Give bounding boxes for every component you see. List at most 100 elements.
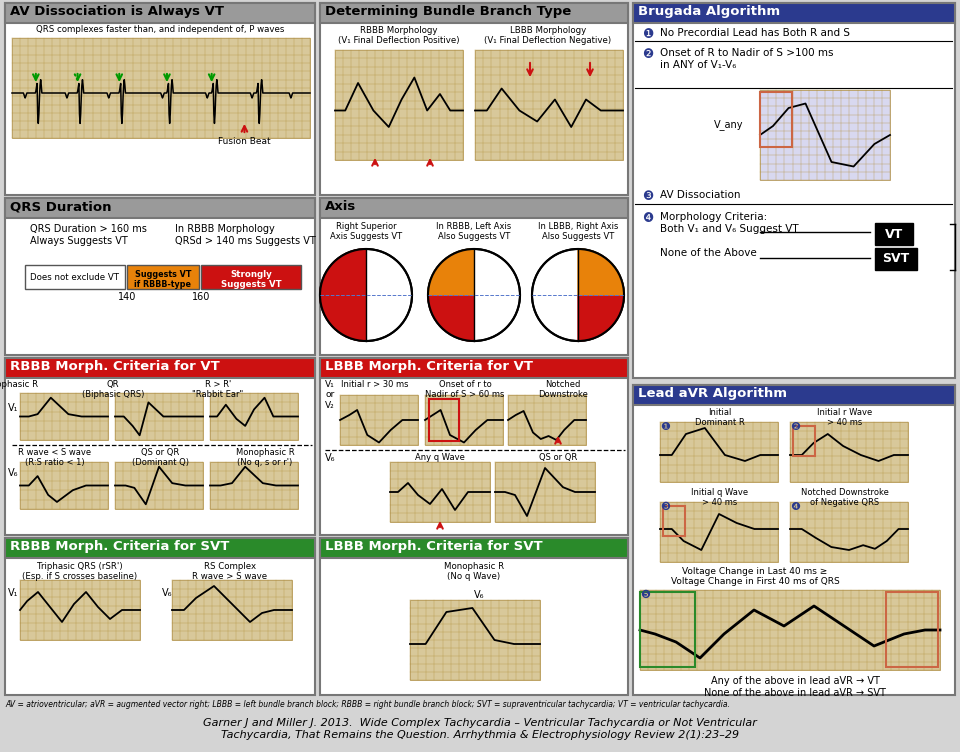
Bar bbox=[886, 592, 938, 667]
Text: Voltage Change in Last 40 ms ≥
Voltage Change in First 40 ms of QRS: Voltage Change in Last 40 ms ≥ Voltage C… bbox=[671, 567, 839, 587]
Bar bbox=[633, 385, 955, 695]
Text: Any of the above in lead aVR → VT
None of the above in lead aVR → SVT: Any of the above in lead aVR → VT None o… bbox=[704, 676, 886, 698]
Bar bbox=[633, 3, 955, 378]
Wedge shape bbox=[428, 249, 474, 295]
Text: In LBBB, Right Axis
Also Suggests VT: In LBBB, Right Axis Also Suggests VT bbox=[538, 222, 618, 241]
Text: LBBB Morph. Criteria for VT: LBBB Morph. Criteria for VT bbox=[325, 360, 533, 373]
Text: Strongly
Suggests VT: Strongly Suggests VT bbox=[221, 270, 281, 290]
Bar bbox=[172, 580, 292, 640]
Text: Fusion Beat: Fusion Beat bbox=[218, 137, 271, 146]
Text: Notched Downstroke
of Negative QRS: Notched Downstroke of Negative QRS bbox=[801, 488, 889, 508]
Bar bbox=[320, 3, 628, 23]
Bar bbox=[875, 248, 917, 270]
Bar bbox=[633, 3, 955, 23]
Text: Initial
Dominant R: Initial Dominant R bbox=[695, 408, 745, 427]
Text: V₁: V₁ bbox=[8, 588, 18, 598]
Text: Initial q Wave
> 40 ms: Initial q Wave > 40 ms bbox=[691, 488, 749, 508]
Wedge shape bbox=[320, 249, 366, 341]
Text: No Precordial Lead has Both R and S: No Precordial Lead has Both R and S bbox=[660, 28, 850, 38]
Bar bbox=[320, 198, 628, 218]
Bar bbox=[508, 395, 586, 445]
Bar bbox=[875, 223, 913, 245]
Text: V₆: V₆ bbox=[325, 453, 335, 463]
Text: QRS Duration: QRS Duration bbox=[10, 200, 111, 213]
Bar bbox=[410, 600, 540, 680]
Circle shape bbox=[532, 249, 624, 341]
Text: RBBB Morphology
(V₁ Final Deflection Positive): RBBB Morphology (V₁ Final Deflection Pos… bbox=[338, 26, 460, 45]
Text: 160: 160 bbox=[192, 292, 210, 302]
Text: QR
(Biphasic QRS): QR (Biphasic QRS) bbox=[82, 380, 144, 399]
Text: AV Dissociation is Always VT: AV Dissociation is Always VT bbox=[10, 5, 224, 18]
Text: ❹: ❹ bbox=[642, 212, 653, 225]
Text: V₁: V₁ bbox=[8, 403, 18, 413]
Bar bbox=[640, 592, 695, 667]
Text: V₁
or
V₂: V₁ or V₂ bbox=[325, 380, 335, 410]
Text: Initial r > 30 ms: Initial r > 30 ms bbox=[341, 380, 409, 389]
Bar bbox=[320, 3, 628, 195]
Bar bbox=[320, 358, 628, 378]
Bar bbox=[320, 538, 628, 695]
Text: Right Superior
Axis Suggests VT: Right Superior Axis Suggests VT bbox=[330, 222, 402, 241]
Text: LBBB Morph. Criteria for SVT: LBBB Morph. Criteria for SVT bbox=[325, 540, 542, 553]
Text: ❸: ❸ bbox=[660, 502, 670, 512]
Text: Morphology Criteria:
Both V₁ and V₆ Suggest VT: Morphology Criteria: Both V₁ and V₆ Sugg… bbox=[660, 212, 799, 234]
Text: LBBB Morphology
(V₁ Final Deflection Negative): LBBB Morphology (V₁ Final Deflection Neg… bbox=[485, 26, 612, 45]
Bar bbox=[20, 393, 108, 440]
Text: 140: 140 bbox=[118, 292, 136, 302]
Text: V₆: V₆ bbox=[162, 588, 173, 598]
Bar bbox=[760, 90, 890, 180]
Text: ❹: ❹ bbox=[790, 502, 800, 512]
Bar bbox=[5, 198, 315, 218]
Bar bbox=[320, 358, 628, 535]
Text: AV = atrioventricular; aVR = augmented vector right; LBBB = left bundle branch b: AV = atrioventricular; aVR = augmented v… bbox=[5, 700, 730, 709]
Text: Determining Bundle Branch Type: Determining Bundle Branch Type bbox=[325, 5, 571, 18]
Bar bbox=[25, 265, 125, 289]
Bar bbox=[340, 395, 418, 445]
Bar bbox=[390, 462, 490, 522]
Text: QRS complexes faster than, and independent of, P waves: QRS complexes faster than, and independe… bbox=[36, 25, 284, 34]
Text: ❺: ❺ bbox=[640, 590, 650, 600]
Bar bbox=[790, 422, 908, 482]
Text: QS or QR: QS or QR bbox=[539, 453, 577, 462]
Bar bbox=[760, 92, 792, 147]
Text: RS Complex
R wave > S wave: RS Complex R wave > S wave bbox=[192, 562, 268, 581]
Text: Monophasic R: Monophasic R bbox=[0, 380, 38, 389]
Bar bbox=[790, 502, 908, 562]
Bar bbox=[20, 462, 108, 509]
Text: ❷: ❷ bbox=[790, 422, 800, 432]
Bar bbox=[335, 50, 463, 160]
Text: Axis: Axis bbox=[325, 200, 356, 213]
Bar bbox=[115, 393, 203, 440]
Text: ❶: ❶ bbox=[660, 422, 670, 432]
Bar bbox=[5, 538, 315, 695]
Wedge shape bbox=[578, 295, 624, 341]
Text: None of the Above: None of the Above bbox=[660, 248, 756, 258]
Bar bbox=[425, 395, 503, 445]
Bar bbox=[5, 198, 315, 355]
Wedge shape bbox=[428, 295, 474, 341]
Bar bbox=[660, 502, 778, 562]
Bar bbox=[475, 50, 623, 160]
Circle shape bbox=[320, 249, 412, 341]
Bar bbox=[210, 462, 298, 509]
Text: Any q Wave: Any q Wave bbox=[415, 453, 465, 462]
Bar bbox=[633, 385, 955, 405]
Text: RBBB Morph. Criteria for SVT: RBBB Morph. Criteria for SVT bbox=[10, 540, 229, 553]
Bar bbox=[5, 3, 315, 195]
Text: Monophasic R
(No q, s or r'): Monophasic R (No q, s or r') bbox=[236, 448, 295, 468]
Text: Onset of r to
Nadir of S > 60 ms: Onset of r to Nadir of S > 60 ms bbox=[425, 380, 505, 399]
Text: Monophasic R
(No q Wave): Monophasic R (No q Wave) bbox=[444, 562, 504, 581]
Bar bbox=[320, 198, 628, 355]
Text: AV Dissociation: AV Dissociation bbox=[660, 190, 740, 200]
Text: Onset of R to Nadir of S >100 ms
in ANY of V₁-V₆: Onset of R to Nadir of S >100 ms in ANY … bbox=[660, 48, 833, 70]
Bar bbox=[5, 358, 315, 535]
Text: V₆: V₆ bbox=[474, 590, 485, 600]
Bar bbox=[320, 538, 628, 558]
Bar bbox=[20, 580, 140, 640]
Bar bbox=[5, 538, 315, 558]
Bar bbox=[5, 358, 315, 378]
Text: V_any: V_any bbox=[713, 120, 743, 130]
Bar bbox=[210, 393, 298, 440]
Text: ❷: ❷ bbox=[642, 48, 653, 61]
Circle shape bbox=[428, 249, 520, 341]
